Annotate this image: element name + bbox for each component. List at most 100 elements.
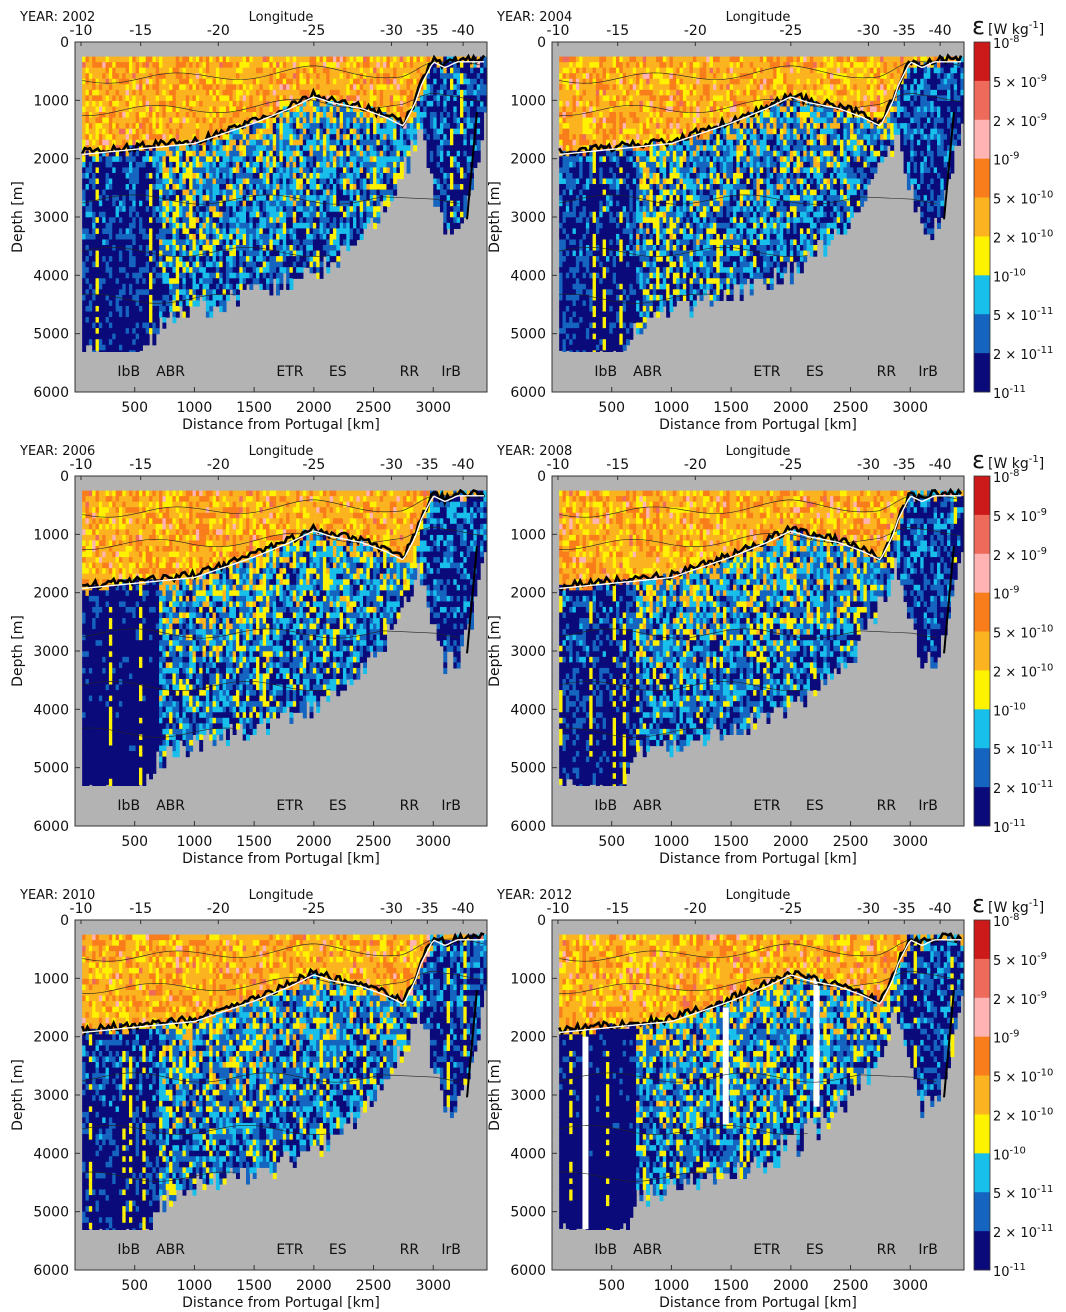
epsilon-cell <box>175 128 180 135</box>
epsilon-cell <box>356 62 361 69</box>
epsilon-cell <box>205 195 210 202</box>
epsilon-cell <box>312 78 317 85</box>
epsilon-cell <box>309 106 314 113</box>
epsilon-cell <box>149 267 153 274</box>
epsilon-cell <box>259 67 264 74</box>
epsilon-cell <box>559 339 564 346</box>
epsilon-cell <box>135 228 140 235</box>
epsilon-cell <box>473 100 478 108</box>
epsilon-cell <box>189 206 194 213</box>
epsilon-cell <box>562 184 567 191</box>
epsilon-cell <box>108 139 113 146</box>
epsilon-cell <box>262 217 267 224</box>
epsilon-cell <box>212 150 217 157</box>
epsilon-cell <box>259 278 264 285</box>
epsilon-cell <box>149 322 153 329</box>
epsilon-cell <box>276 283 281 290</box>
epsilon-cell <box>319 139 324 146</box>
epsilon-cell <box>135 117 140 124</box>
epsilon-cell <box>242 250 247 257</box>
epsilon-cell <box>279 195 284 202</box>
epsilon-cell <box>142 328 147 335</box>
epsilon-cell <box>235 73 240 80</box>
epsilon-cell <box>185 156 190 163</box>
epsilon-cell <box>312 217 317 224</box>
epsilon-cell <box>389 95 394 102</box>
epsilon-cell <box>483 84 487 91</box>
epsilon-cell <box>105 167 110 174</box>
epsilon-cell <box>179 56 184 63</box>
epsilon-cell <box>169 206 174 213</box>
epsilon-cell <box>443 128 448 135</box>
epsilon-cell <box>256 184 260 191</box>
epsilon-cell <box>276 84 281 91</box>
epsilon-cell <box>209 150 214 157</box>
epsilon-cell <box>139 305 143 313</box>
epsilon-cell <box>329 206 334 213</box>
epsilon-cell <box>152 294 157 302</box>
epsilon-cell <box>222 156 227 163</box>
epsilon-cell <box>456 100 461 108</box>
epsilon-cell <box>373 184 378 191</box>
epsilon-cell <box>339 161 344 169</box>
epsilon-cell <box>299 106 304 113</box>
epsilon-cell <box>88 189 93 196</box>
epsilon-cell <box>92 328 97 335</box>
epsilon-cell <box>222 134 227 141</box>
epsilon-cell <box>326 267 331 274</box>
epsilon-cell <box>416 56 421 63</box>
epsilon-cell <box>336 84 341 91</box>
epsilon-cell <box>139 134 143 141</box>
epsilon-cell <box>185 117 190 124</box>
epsilon-cell <box>449 222 454 229</box>
epsilon-cell <box>242 128 247 135</box>
epsilon-cell <box>132 200 137 207</box>
epsilon-cell <box>272 84 277 91</box>
epsilon-cell <box>192 245 197 252</box>
epsilon-cell <box>118 128 123 135</box>
epsilon-cell <box>282 62 287 69</box>
epsilon-cell <box>189 78 194 85</box>
epsilon-cell <box>403 73 408 80</box>
epsilon-cell <box>98 128 103 135</box>
epsilon-cell <box>443 62 448 69</box>
epsilon-cell <box>222 267 227 274</box>
epsilon-cell <box>316 123 321 130</box>
epsilon-cell <box>169 261 174 268</box>
epsilon-cell <box>332 245 337 252</box>
epsilon-cell <box>219 178 224 185</box>
epsilon-cell <box>246 139 250 146</box>
epsilon-cell <box>456 178 461 185</box>
epsilon-cell <box>359 56 364 63</box>
epsilon-cell <box>443 150 448 157</box>
epsilon-cell <box>212 178 217 185</box>
epsilon-cell <box>559 117 564 124</box>
epsilon-cell <box>470 128 474 135</box>
epsilon-cell <box>309 228 314 235</box>
epsilon-cell <box>125 311 130 318</box>
epsilon-cell <box>225 150 230 157</box>
epsilon-cell <box>559 178 564 185</box>
epsilon-cell <box>132 73 137 80</box>
epsilon-cell <box>349 239 354 246</box>
epsilon-cell <box>266 62 271 69</box>
epsilon-cell <box>379 62 384 69</box>
epsilon-cell <box>262 178 267 185</box>
epsilon-cell <box>562 172 567 180</box>
epsilon-cell <box>470 62 474 69</box>
epsilon-cell <box>346 56 351 63</box>
epsilon-cell <box>342 134 347 141</box>
epsilon-cell <box>229 106 234 113</box>
epsilon-cell <box>483 95 487 102</box>
epsilon-cell <box>242 217 247 224</box>
epsilon-cell <box>142 139 147 146</box>
epsilon-cell <box>299 84 304 91</box>
epsilon-cell <box>439 200 444 207</box>
epsilon-cell <box>423 100 428 108</box>
epsilon-cell <box>195 112 200 119</box>
epsilon-cell <box>142 89 147 96</box>
epsilon-cell <box>85 228 90 235</box>
epsilon-cell <box>353 56 357 63</box>
epsilon-cell <box>292 172 297 180</box>
epsilon-cell <box>189 239 194 246</box>
